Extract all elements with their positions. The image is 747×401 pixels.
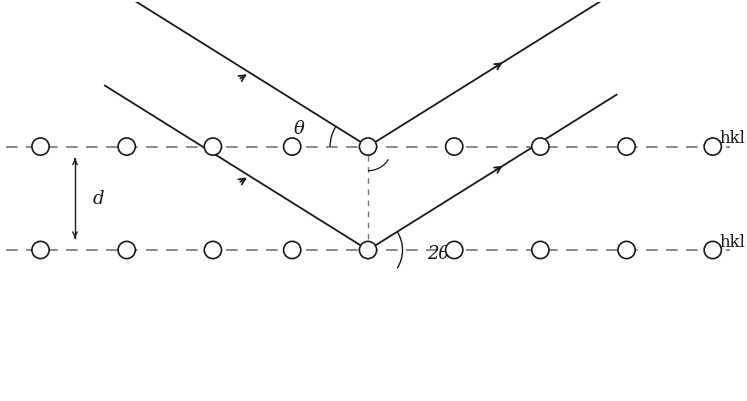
Text: hkl: hkl: [719, 233, 746, 250]
Circle shape: [118, 139, 135, 156]
Circle shape: [532, 139, 549, 156]
Circle shape: [445, 139, 463, 156]
Circle shape: [704, 242, 722, 259]
Circle shape: [284, 242, 301, 259]
Circle shape: [359, 242, 376, 259]
Circle shape: [32, 139, 49, 156]
Circle shape: [704, 139, 722, 156]
Circle shape: [445, 242, 463, 259]
Circle shape: [32, 242, 49, 259]
Text: 2θ: 2θ: [427, 245, 449, 263]
Circle shape: [204, 242, 222, 259]
Circle shape: [618, 242, 635, 259]
Circle shape: [284, 139, 301, 156]
Text: d: d: [92, 190, 104, 208]
Circle shape: [618, 139, 635, 156]
Circle shape: [204, 139, 222, 156]
Circle shape: [532, 242, 549, 259]
Text: hkl: hkl: [719, 130, 746, 147]
Circle shape: [118, 242, 135, 259]
Circle shape: [359, 139, 376, 156]
Text: θ: θ: [294, 119, 305, 137]
